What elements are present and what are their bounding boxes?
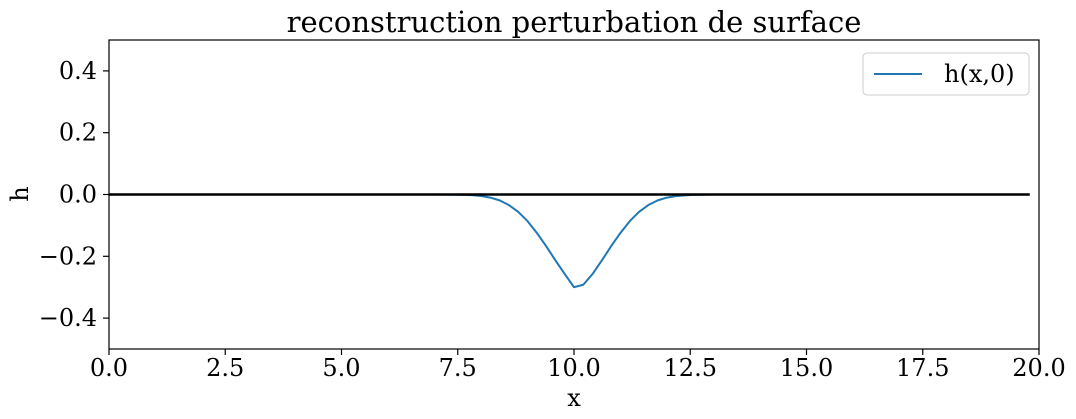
y-tick-label: −0.4 bbox=[39, 304, 97, 332]
x-tick-label: 20.0 bbox=[1012, 354, 1065, 382]
series-line-h bbox=[109, 193, 1030, 289]
y-tick-label: −0.2 bbox=[39, 242, 97, 270]
legend: h(x,0) bbox=[862, 52, 1030, 96]
y-axis-label: h bbox=[6, 186, 34, 201]
y-tick-label: 0.4 bbox=[59, 57, 97, 85]
x-axis-label: x bbox=[567, 384, 581, 412]
x-tick-label: 7.5 bbox=[439, 354, 477, 382]
x-tick-label: 15.0 bbox=[780, 354, 833, 382]
chart-title: reconstruction perturbation de surface bbox=[287, 5, 862, 39]
legend-box bbox=[862, 52, 1030, 96]
x-tick-label: 17.5 bbox=[896, 354, 949, 382]
series-layer bbox=[109, 193, 1030, 289]
x-tick-label: 10.0 bbox=[547, 354, 600, 382]
x-axis: 0.0 2.5 5.0 7.5 10.0 12.5 15.0 17.5 20.0 bbox=[90, 349, 1066, 382]
x-tick-label: 2.5 bbox=[206, 354, 244, 382]
x-tick-label: 5.0 bbox=[322, 354, 360, 382]
legend-label: h(x,0) bbox=[944, 60, 1015, 88]
x-tick-label: 0.0 bbox=[90, 354, 128, 382]
y-axis: −0.4 −0.2 0.0 0.2 0.4 bbox=[39, 57, 109, 332]
y-tick-label: 0.2 bbox=[59, 119, 97, 147]
y-tick-label: 0.0 bbox=[59, 181, 97, 209]
x-tick-label: 12.5 bbox=[664, 354, 717, 382]
